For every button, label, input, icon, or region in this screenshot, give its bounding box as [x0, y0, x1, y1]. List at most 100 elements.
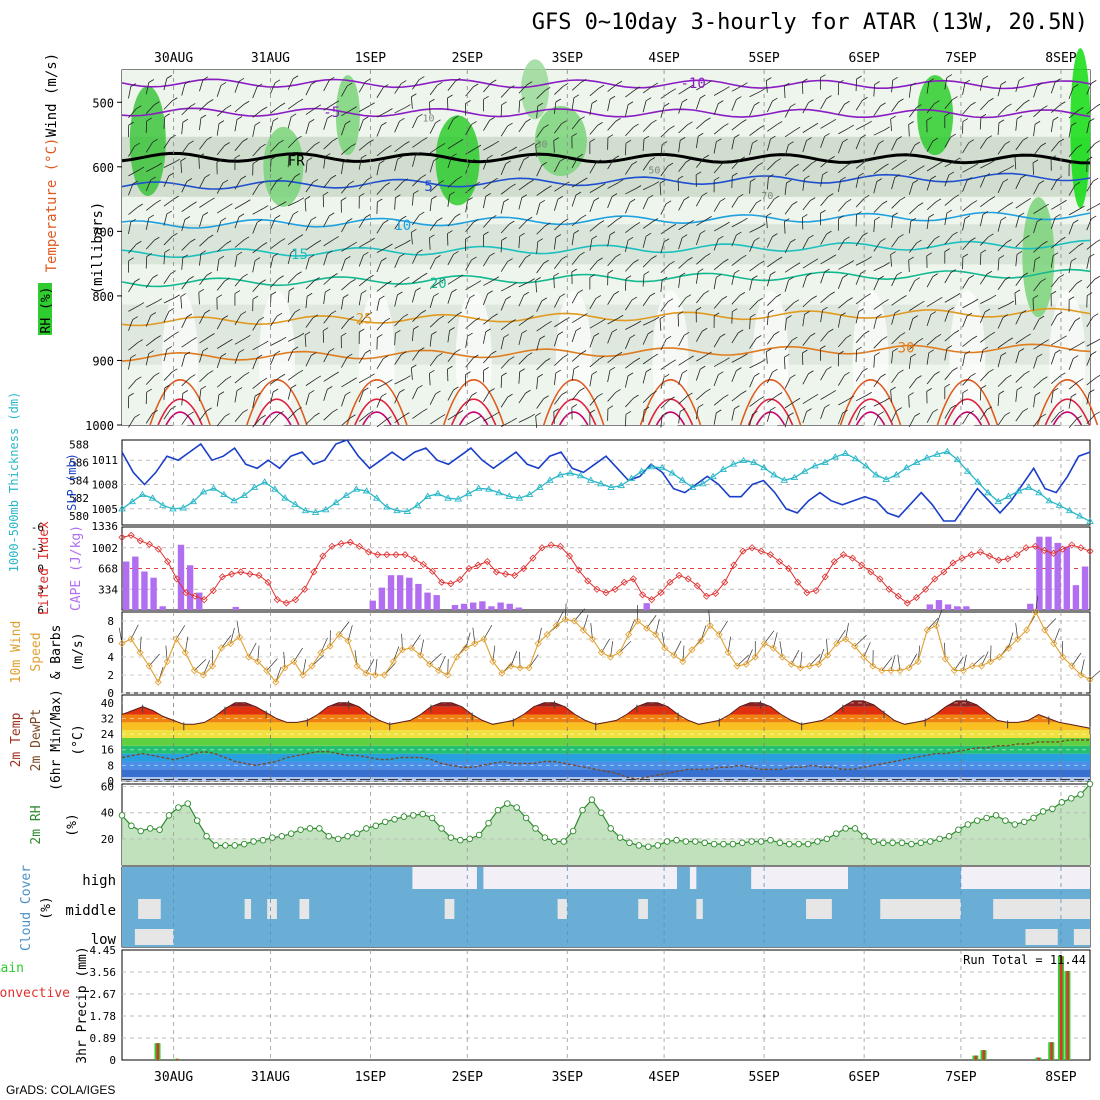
wind-barb	[944, 310, 950, 322]
wind-speed-point	[706, 621, 714, 630]
cloud-clear-middle	[806, 899, 832, 919]
wind-barb	[926, 103, 935, 114]
wind-speed-point	[471, 639, 479, 648]
upper-air-panel	[38, 48, 1100, 431]
thickness-point	[464, 489, 473, 497]
wind-barb	[962, 180, 968, 192]
isotherm-arch	[165, 411, 195, 426]
wind-barb-10m	[619, 640, 632, 653]
rh-point	[786, 840, 793, 848]
wind-barb	[554, 258, 562, 270]
wind-barb	[607, 294, 615, 305]
wind-barb	[884, 126, 890, 131]
wind-barb	[828, 193, 834, 197]
wind-barb	[394, 83, 402, 94]
wind-barb	[589, 125, 598, 135]
wind-barb	[412, 290, 416, 303]
wind-barb	[980, 249, 987, 254]
wind-barb	[429, 417, 441, 425]
wind-barb	[376, 396, 382, 408]
isotherm-arch	[246, 379, 308, 426]
wind-barb	[838, 300, 848, 309]
wind-barb	[910, 353, 916, 358]
wind-barb	[716, 138, 722, 143]
wind-barb	[543, 259, 549, 264]
wind-barb	[270, 204, 282, 211]
thickness-point	[311, 508, 320, 515]
wind-barb	[554, 296, 561, 308]
wind-barb	[660, 165, 669, 177]
wind-barb	[1068, 381, 1079, 390]
wind-barb	[997, 181, 1004, 194]
wind-barb	[209, 197, 215, 202]
wind-barb	[802, 349, 808, 354]
wind-barb	[323, 215, 330, 227]
wind-barb	[242, 273, 248, 278]
wind-barb	[826, 366, 832, 371]
wind-barb	[742, 353, 748, 358]
wind-barb	[1050, 277, 1060, 288]
wind-barb	[737, 193, 744, 198]
wind-barb	[642, 139, 645, 152]
wind-barb	[348, 180, 355, 185]
wind-barb	[873, 265, 885, 272]
y-axis-label-cloud: Cloud Cover	[19, 865, 34, 951]
wind-barb	[1068, 184, 1076, 196]
wind-barb	[312, 178, 319, 183]
isotherm-arch	[157, 398, 203, 426]
wind-barb	[509, 85, 515, 89]
wind-barb	[505, 160, 511, 165]
wind-barb	[678, 140, 681, 153]
y-tick-label-temp: 32	[101, 712, 114, 725]
wind-barb	[766, 100, 773, 113]
wind-barb	[962, 278, 970, 289]
wind-barb	[766, 312, 769, 325]
x-tick-label-top: 1SEP	[355, 51, 386, 66]
wind-barb	[553, 199, 559, 211]
y-tick-label-slp: 1008	[92, 479, 119, 492]
wind-speed-point	[335, 630, 343, 639]
wind-speed-point	[932, 621, 940, 630]
wind-barb	[379, 160, 385, 164]
wind-barb	[1033, 221, 1038, 234]
wind-barb	[713, 103, 719, 115]
wind-barb	[290, 248, 297, 253]
wind-barb-10m	[528, 654, 539, 669]
wind-barb	[997, 122, 1000, 135]
wind-barb	[718, 235, 724, 240]
thickness-point	[831, 453, 840, 460]
wind-speed-point	[1059, 653, 1067, 661]
wind-barb	[866, 391, 872, 396]
wind-barb	[345, 120, 351, 125]
wind-barb	[465, 200, 469, 213]
rh-point	[240, 840, 248, 848]
wind-barb	[290, 113, 297, 118]
wind-barb	[695, 195, 703, 207]
wind-barb	[908, 221, 912, 234]
wind-barb	[467, 332, 473, 337]
wind-barb	[837, 180, 842, 193]
x-tick-label-top: 8SEP	[1045, 51, 1076, 66]
wind-barb	[347, 82, 353, 87]
wind-barb	[386, 280, 392, 285]
wind-barb	[914, 141, 920, 146]
wind-barb	[589, 298, 597, 310]
wind-barb	[234, 314, 242, 326]
wind-barb	[1058, 138, 1065, 143]
isotherm-arch	[354, 398, 400, 426]
cape-bar	[415, 583, 422, 610]
wind-barb	[163, 311, 170, 323]
thickness-point	[678, 476, 687, 483]
wind-barb	[571, 133, 578, 137]
wind-barb	[749, 226, 761, 233]
wind-barb	[571, 180, 583, 188]
wind-barb	[1033, 259, 1036, 272]
wind-barb	[765, 351, 768, 364]
wind-barb	[731, 356, 743, 363]
thickness-point	[668, 469, 677, 476]
wind-barb	[884, 397, 890, 402]
wind-speed-point	[272, 678, 280, 686]
wind-barb	[152, 138, 158, 143]
wind-barb	[1068, 147, 1078, 158]
wind-barb	[731, 85, 743, 92]
